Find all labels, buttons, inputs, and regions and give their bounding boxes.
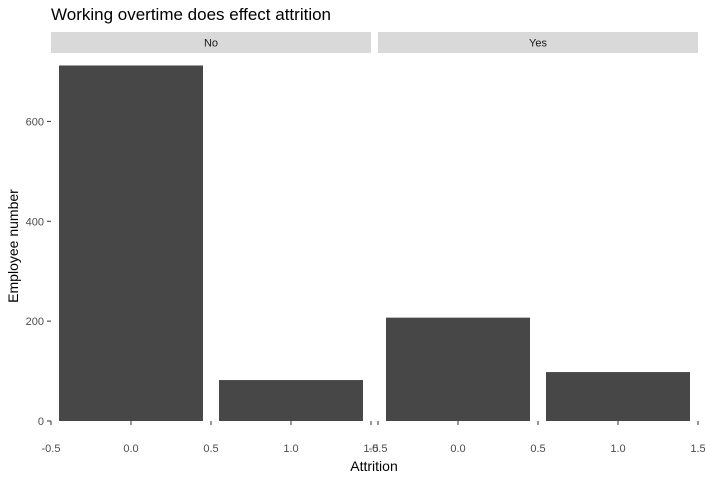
x-tick-label: -0.5 (369, 443, 388, 455)
facet-strip (51, 32, 371, 53)
x-tick-label: 0.5 (203, 443, 218, 455)
x-tick-label: -0.5 (42, 443, 61, 455)
x-tick-label: 1.5 (363, 443, 378, 455)
x-tick-label: 1.5 (690, 443, 705, 455)
facet-panels: No -0.5 0.0 0.5 1.0 1.5 Yes -0.5 0.0 0.5 1.0 1.5 (42, 32, 705, 455)
x-tick-label: 0.0 (123, 443, 138, 455)
facet-panel-no: No -0.5 0.0 0.5 1.0 1.5 (42, 32, 379, 455)
bar (546, 372, 690, 421)
facet-panel-yes: Yes -0.5 0.0 0.5 1.0 1.5 (369, 32, 705, 455)
x-axis-title: Attrition (350, 458, 397, 474)
bar (59, 65, 203, 422)
facet-strip-label: Yes (529, 38, 547, 50)
x-tick-label: 1.0 (283, 443, 298, 455)
x-tick-label: 0.5 (530, 443, 545, 455)
facet-strip-label: No (204, 38, 218, 50)
bar (386, 317, 530, 421)
y-axis-title: Employee number (5, 189, 21, 303)
chart-title: Working overtime does effect attrition (51, 5, 331, 24)
bar (219, 380, 363, 421)
y-tick-label: 200 (26, 316, 44, 328)
y-tick-label: 400 (26, 216, 44, 228)
x-tick-label: 1.0 (610, 443, 625, 455)
y-axis: 0 200 400 600 (26, 116, 51, 428)
facet-strip (378, 32, 698, 53)
x-tick-label: 0.0 (450, 443, 465, 455)
y-tick-label: 600 (26, 116, 44, 128)
y-tick-label: 0 (38, 416, 44, 428)
